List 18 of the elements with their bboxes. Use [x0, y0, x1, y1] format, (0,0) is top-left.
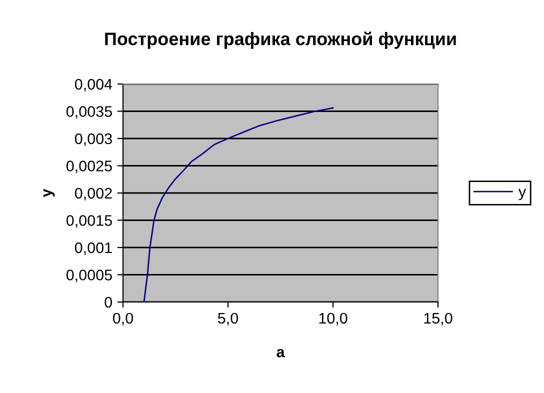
x-tick-label: 0,0 [112, 312, 134, 326]
y-tick-label: 0,003 [74, 133, 112, 146]
y-tick-label: 0,0035 [66, 106, 112, 119]
x-tick-label: 5,0 [218, 312, 238, 326]
y-tick-label: 0,004 [74, 78, 112, 92]
x-tick-label: 10,0 [319, 312, 348, 326]
y-tick-label: 0,0015 [66, 215, 112, 228]
y-tick-label: 0,0005 [66, 270, 112, 282]
line-series [143, 107, 334, 302]
chart-title: Построение графика сложной функции [105, 32, 456, 49]
y-tick-label: 0,002 [74, 188, 112, 200]
y-tick-label: 0,0025 [66, 160, 112, 174]
x-tick-label: 15,0 [424, 312, 452, 326]
legend-label: y [518, 188, 526, 200]
y-axis-title: y [44, 188, 55, 198]
y-tick-label: 0,001 [74, 242, 112, 255]
y-tick-label: 0 [104, 296, 112, 308]
x-axis-title: a [276, 348, 285, 358]
